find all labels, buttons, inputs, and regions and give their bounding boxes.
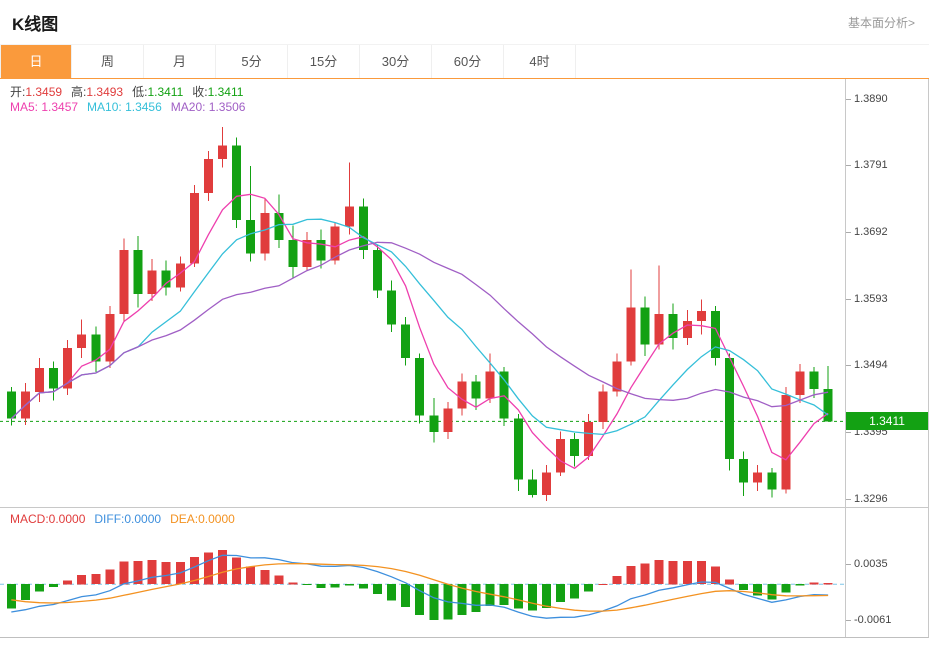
header: K线图 基本面分析> (0, 0, 929, 38)
current-price-badge: 1.3411 (846, 412, 928, 430)
candlestick-pane[interactable]: 开:1.3459 高:1.3493 低:1.3411 收:1.3411 MA5: 1.… (0, 79, 846, 507)
macd-axis-label: 0.0035 (854, 558, 888, 570)
price-axis-label: 1.3296 (854, 493, 888, 505)
diff-line (11, 554, 829, 619)
legend-item: MACD:0.0000 (10, 512, 86, 526)
legend-item: MA10: 1.3456 (87, 100, 162, 114)
tab-4时[interactable]: 4时 (504, 45, 576, 78)
ma10-line (10, 218, 829, 436)
legend-item: 低:1.3411 (132, 85, 184, 99)
chart-area: 开:1.3459 高:1.3493 低:1.3411 收:1.3411 MA5: 1.… (0, 79, 929, 638)
macd-histogram (6, 550, 833, 621)
axis-tick (846, 299, 851, 300)
axis-tick (846, 620, 851, 621)
ma20-line (10, 241, 829, 420)
candles (6, 126, 833, 501)
tab-日[interactable]: 日 (0, 45, 72, 78)
axis-tick (846, 232, 851, 233)
price-axis-label: 1.3593 (854, 293, 888, 305)
tab-5分[interactable]: 5分 (216, 45, 288, 78)
axis-tick (846, 165, 851, 166)
axis-tick (846, 365, 851, 366)
dea-line (11, 562, 829, 612)
macd-axis-label: -0.0061 (854, 614, 892, 626)
page-title: K线图 (12, 14, 59, 34)
price-axis-label: 1.3494 (854, 359, 888, 371)
fundamental-analysis-link[interactable]: 基本面分析> (847, 15, 915, 30)
period-tabs: 日周月 5分 15分 30分 60分 4时 (0, 44, 929, 79)
legend-item: 收:1.3411 (192, 85, 244, 99)
ohlc-legend: 开:1.3459 高:1.3493 低:1.3411 收:1.3411 (10, 83, 252, 100)
axis-tick (846, 564, 851, 565)
macd-pane[interactable]: MACD:0.0000 DIFF:0.0000 DEA:0.0000 (0, 508, 846, 637)
macd-chart[interactable] (0, 508, 845, 637)
tab-周[interactable]: 周 (72, 45, 144, 78)
ma5-line (10, 193, 829, 470)
axis-tick (846, 432, 851, 433)
legend-item: MA5: 1.3457 (10, 100, 79, 114)
tab-月[interactable]: 月 (144, 45, 216, 78)
pane-divider (0, 507, 928, 508)
price-axis-label: 1.3890 (854, 93, 888, 105)
legend-item: MA20: 1.3506 (170, 100, 246, 114)
legend-item: DIFF:0.0000 (94, 512, 162, 526)
tab-60分[interactable]: 60分 (432, 45, 504, 78)
tab-15分[interactable]: 15分 (288, 45, 360, 78)
price-axis-label: 1.3692 (854, 226, 888, 238)
tab-30分[interactable]: 30分 (360, 45, 432, 78)
ma-legend: MA5: 1.3457 MA10: 1.3456 MA20: 1.3506 (10, 100, 254, 114)
legend-item: 开:1.3459 (10, 85, 63, 99)
candlestick-chart[interactable] (0, 79, 845, 507)
macd-legend: MACD:0.0000 DIFF:0.0000 DEA:0.0000 (10, 512, 244, 526)
axis-tick (846, 499, 851, 500)
legend-item: DEA:0.0000 (170, 512, 235, 526)
price-axis: 1.3890 1.3791 1.3692 1.3593 1.3494 1.3395 1.32… (846, 79, 928, 637)
axis-tick (846, 99, 851, 100)
price-axis-label: 1.3791 (854, 159, 888, 171)
legend-item: 高:1.3493 (71, 85, 124, 99)
